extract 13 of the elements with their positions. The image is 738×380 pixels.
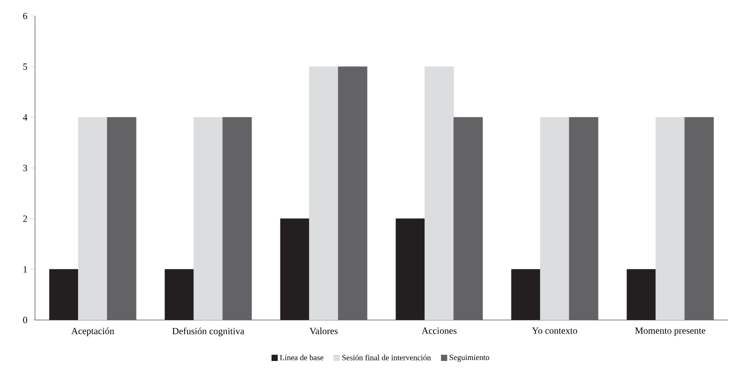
x-tick-label: Momento presente [635,328,706,336]
x-tick-label: Valores [310,328,338,334]
y-tick-label: 3 [23,164,28,172]
x-tick-label: Yo contexto [532,328,578,334]
y-tick-label: 5 [23,64,28,70]
y-tick-label: 1 [24,266,27,272]
x-tick-label: Aceptación [71,328,114,336]
x-tick-label: Defusión cognitiva [172,328,244,336]
y-tick-label: 0 [23,316,28,324]
x-tick-label: Acciones [422,328,457,334]
y-tick-label: 2 [23,216,27,222]
y-tick-label: 4 [22,114,28,120]
y-tick-label: 6 [23,12,28,20]
